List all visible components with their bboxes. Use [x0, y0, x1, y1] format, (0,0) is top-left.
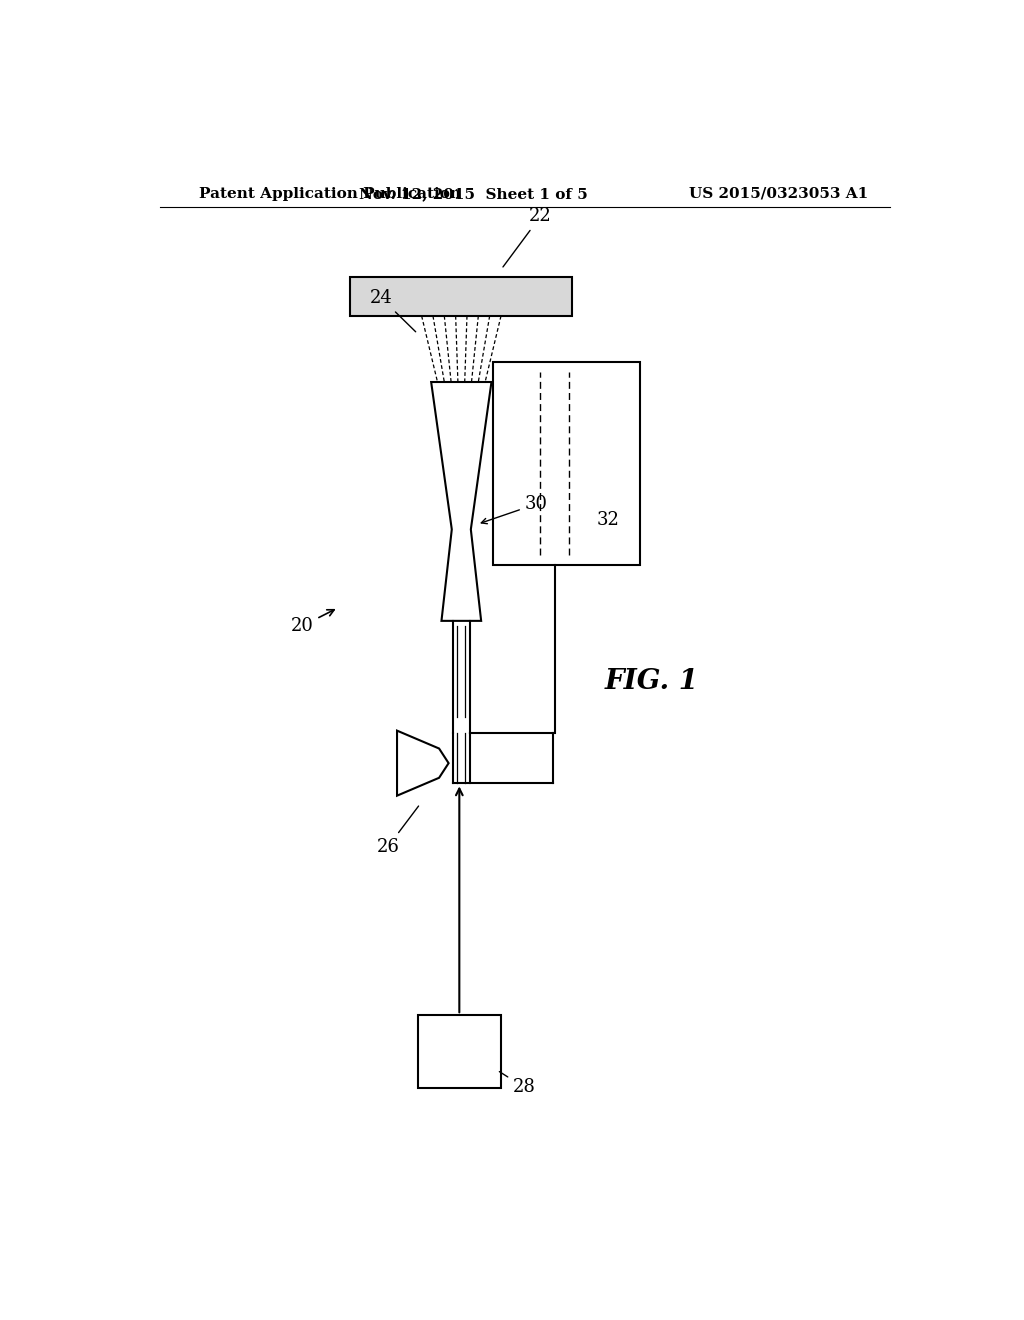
Polygon shape [431, 381, 492, 620]
Text: US 2015/0323053 A1: US 2015/0323053 A1 [689, 187, 868, 201]
Text: 30: 30 [481, 495, 548, 524]
Bar [350, 277, 572, 315]
Polygon shape [397, 731, 449, 796]
Text: 22: 22 [503, 207, 552, 267]
Text: Patent Application Publication: Patent Application Publication [200, 187, 462, 201]
Bar [418, 1015, 501, 1089]
Text: Nov. 12, 2015  Sheet 1 of 5: Nov. 12, 2015 Sheet 1 of 5 [358, 187, 588, 201]
Text: FIG. 1: FIG. 1 [604, 668, 698, 696]
Text: 28: 28 [500, 1072, 536, 1097]
Text: 26: 26 [377, 807, 419, 855]
Text: 20: 20 [291, 610, 334, 635]
Text: 32: 32 [596, 511, 620, 529]
Text: 24: 24 [370, 289, 416, 331]
Bar [494, 362, 640, 565]
